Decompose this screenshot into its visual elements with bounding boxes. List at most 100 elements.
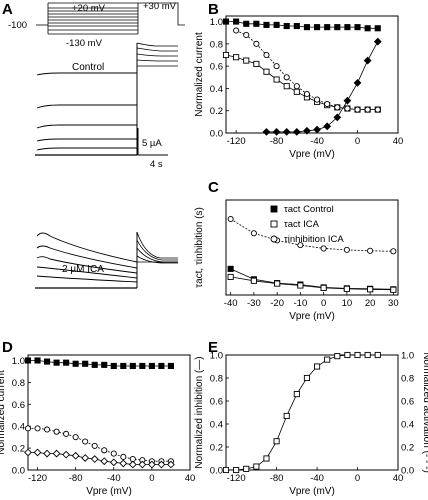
data-point-open-circle-marker (263, 51, 270, 59)
x-tick-label-d: 40 (185, 473, 196, 484)
data-point-filled-square-marker (273, 21, 280, 28)
data-point-open-diamond-marker (138, 460, 147, 469)
data-point-open-diamond-marker (43, 449, 51, 458)
data-point-filled-square-marker (354, 24, 361, 31)
data-point-filled-square-marker (72, 360, 79, 367)
data-point-open-square-marker (222, 466, 230, 474)
data-point-filled-square-marker (53, 359, 60, 366)
data-point-filled-square-marker (374, 25, 381, 32)
x-tick-label-d: -80 (69, 473, 83, 484)
data-point-open-diamond-marker (109, 458, 118, 467)
y-tick-label-right-e: 0.4 (401, 420, 414, 431)
y-tick-label-e: 0.8 (210, 374, 223, 385)
x-tick-label-c: -40 (224, 298, 238, 309)
series-line-c-1 (230, 276, 394, 291)
panel-e: E (208, 339, 218, 356)
series-line-d-0 (28, 360, 171, 367)
data-point-open-circle-marker (44, 426, 51, 433)
x-axis-label-e: Vpre (mV) (289, 486, 335, 497)
data-point-open-diamond-marker (119, 459, 128, 468)
series-line-c-2 (230, 218, 394, 252)
control-label: Control (72, 62, 104, 73)
y-tick-label-b: 0.4 (210, 84, 223, 95)
x-tick-label-e: -120 (227, 473, 246, 484)
ica-label: 2 µM ICA (62, 264, 104, 275)
x-axis-label-b: Vpre (mV) (289, 149, 335, 160)
data-point-open-circle-marker (82, 438, 89, 445)
plot-frame-c (225, 199, 399, 296)
data-point-filled-diamond-marker (282, 127, 291, 136)
y-axis-label-d: Normalized current (0, 370, 7, 455)
data-point-open-square-marker (293, 88, 300, 95)
data-point-open-diamond-marker (81, 454, 90, 462)
data-point-open-square-marker (233, 466, 240, 474)
series-line-d-2 (28, 452, 171, 465)
data-point-open-circle-marker (110, 450, 117, 457)
data-point-open-circle-marker (297, 242, 304, 249)
data-point-open-circle-marker (63, 430, 70, 437)
data-point-filled-square-marker (263, 21, 270, 28)
x-tick-label-c: -30 (247, 298, 261, 309)
data-point-open-square-marker (253, 60, 260, 67)
data-point-filled-square-marker (344, 24, 351, 31)
control-traces: Control (35, 42, 178, 156)
panel-letter-e: E (208, 339, 218, 356)
panel-a: A -100 +20 mV -130 mV +30 mV Control (2, 1, 185, 289)
data-point-filled-diamond-marker (313, 125, 321, 134)
legend-label: τact Control (284, 204, 334, 215)
data-point-open-circle-marker (91, 442, 98, 449)
legend-marker (270, 220, 278, 228)
plot-frame-e (225, 354, 399, 471)
legend-label: τact ICA (284, 219, 320, 230)
data-point-filled-square-marker (34, 357, 41, 364)
data-point-open-circle-marker (334, 104, 341, 111)
data-point-filled-square-marker (293, 22, 300, 30)
data-point-open-diamond-marker (33, 448, 42, 457)
panel-b: B (208, 1, 219, 18)
y-tick-label-d: 1.0 (12, 356, 25, 367)
data-point-filled-diamond-marker (343, 96, 352, 105)
data-point-filled-square-marker (63, 359, 70, 366)
data-point-open-square-marker (367, 286, 374, 293)
data-point-open-circle-marker (364, 106, 371, 113)
data-point-open-square-marker (222, 51, 230, 59)
data-point-filled-square-marker (314, 24, 321, 31)
ica-traces: 2 µM ICA (35, 231, 178, 289)
data-point-open-circle-marker (283, 74, 290, 81)
panel-d: D (2, 339, 13, 356)
data-point-open-circle-marker (250, 230, 257, 237)
panel-letter-d: D (2, 339, 13, 356)
legend-marker (270, 235, 278, 243)
data-point-open-diamond-marker (157, 460, 166, 469)
data-point-filled-diamond-marker (323, 122, 332, 131)
data-point-open-diamond-marker (128, 460, 137, 469)
x-tick-label-c: 10 (342, 298, 353, 309)
data-point-open-circle-marker (101, 447, 108, 454)
data-point-open-circle-marker (314, 96, 321, 103)
data-point-open-square-marker (343, 285, 350, 292)
data-point-open-circle-marker (120, 453, 127, 460)
y-tick-label-e: 0.6 (210, 397, 223, 408)
data-point-filled-square-marker (243, 20, 250, 27)
data-point-open-square-marker (227, 273, 234, 281)
data-point-open-square-marker (273, 438, 280, 445)
x-tick-label-c: -10 (294, 298, 308, 309)
data-point-filled-square-marker (101, 361, 108, 368)
y-tick-label-b: 0.8 (210, 39, 223, 50)
x-tick-label-b: -40 (310, 136, 324, 147)
y-tick-label-b: 0.0 (210, 129, 223, 140)
y-tick-label-e: 0.2 (210, 443, 223, 454)
data-point-filled-square-marker (148, 362, 155, 370)
data-point-filled-square-marker (167, 362, 174, 370)
data-point-open-circle-marker (243, 31, 250, 38)
x-tick-label-c: 30 (388, 298, 399, 309)
data-point-open-square-marker (253, 463, 260, 470)
data-point-filled-square-marker (283, 22, 290, 30)
data-point-open-diamond-marker (100, 457, 109, 466)
legend-label: τinhibition ICA (284, 234, 344, 245)
x-axis-label-d: Vpre (mV) (86, 486, 132, 497)
data-point-open-square-marker (273, 76, 280, 83)
x-tick-label-b: 40 (393, 136, 404, 147)
x-tick-label-b: 0 (355, 136, 360, 147)
panel-letter-a: A (2, 1, 13, 18)
